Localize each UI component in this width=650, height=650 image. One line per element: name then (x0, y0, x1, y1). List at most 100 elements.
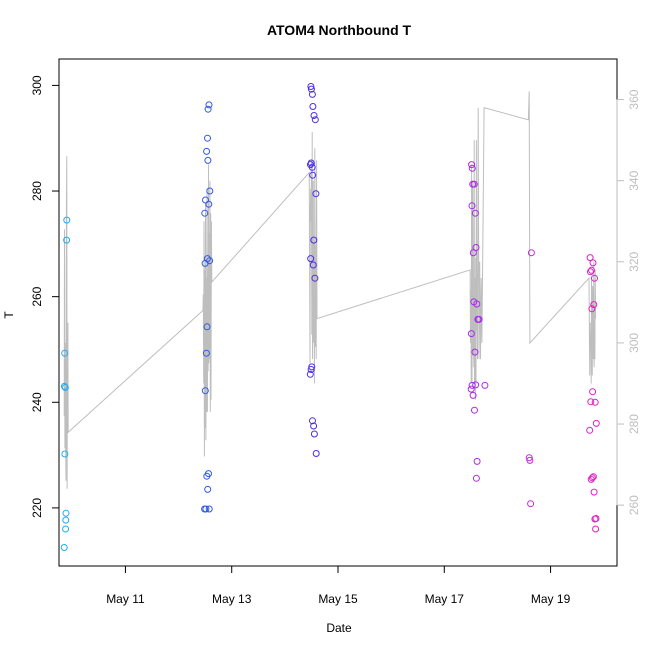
data-point (312, 450, 320, 457)
data-point (472, 474, 480, 482)
data-point (60, 382, 68, 390)
data-point (592, 525, 600, 533)
data-point (62, 525, 70, 533)
data-point (309, 261, 317, 269)
data-point (471, 406, 478, 414)
y-right-tick-label: 300 (627, 333, 641, 353)
x-tick-label: May 15 (318, 592, 358, 606)
data-point (62, 516, 70, 524)
data-point (308, 163, 316, 171)
data-point (481, 381, 489, 389)
data-point (589, 259, 597, 267)
data-point (205, 101, 213, 109)
data-point (307, 255, 315, 263)
data-point (306, 370, 314, 378)
data-point (468, 381, 476, 389)
data-point (203, 323, 211, 331)
data-point (307, 85, 315, 93)
x-tick-label: May 19 (531, 592, 571, 606)
data-point (63, 216, 71, 224)
axes-layer: May 11 May 13 May 15 May 17 May 19 220 240 260 2… (30, 75, 641, 606)
data-point (470, 180, 478, 188)
data-point (202, 196, 209, 204)
data-point (310, 236, 318, 244)
data-point (591, 398, 599, 406)
data-point (309, 417, 316, 425)
data-point (202, 349, 210, 357)
data-point (467, 385, 475, 393)
y-right-tick-label: 320 (627, 251, 641, 271)
data-point (467, 330, 475, 338)
data-point (204, 156, 212, 164)
y-left-tick-label: 260 (30, 286, 44, 306)
data-point (588, 474, 596, 482)
data-point (204, 485, 212, 493)
data-point (311, 274, 319, 282)
data-point (61, 450, 69, 458)
x-axis-label: Date (326, 621, 352, 635)
data-point (525, 454, 533, 462)
data-point (586, 254, 594, 262)
data-point (205, 470, 212, 478)
data-point (203, 255, 211, 263)
data-point (473, 457, 481, 465)
data-point (589, 473, 597, 481)
data-point (61, 384, 69, 391)
data-point (308, 90, 316, 98)
data-point (468, 164, 476, 172)
data-point (204, 134, 211, 142)
data-point (472, 381, 480, 389)
x-tick-label: May 11 (106, 592, 145, 606)
data-point (60, 544, 68, 551)
data-point (472, 244, 480, 251)
data-point (203, 147, 211, 155)
data-point (473, 300, 481, 308)
data-point (310, 422, 318, 430)
line-series-layer (63, 91, 597, 489)
data-point (592, 419, 600, 427)
y-right-tick-label: 280 (627, 414, 641, 434)
line-series (63, 91, 597, 489)
data-point (310, 430, 318, 438)
y-right-tick-label: 360 (627, 89, 641, 109)
data-point (588, 305, 596, 313)
data-point (526, 456, 534, 464)
data-point (591, 274, 598, 282)
data-point (590, 301, 598, 309)
data-point (468, 202, 476, 210)
data-point (469, 391, 477, 399)
data-point (471, 348, 479, 356)
y-axis-label: T (2, 311, 16, 319)
data-point (589, 388, 597, 396)
data-point (309, 171, 317, 179)
data-point (309, 103, 317, 110)
y-left-tick-label: 240 (30, 392, 44, 412)
y-left-tick-label: 220 (30, 498, 44, 518)
data-point (590, 488, 598, 496)
data-point (204, 105, 212, 113)
data-point (205, 505, 213, 513)
data-point (586, 268, 594, 276)
data-point (202, 505, 210, 513)
data-point (61, 349, 69, 357)
data-point (312, 190, 320, 198)
chart-title: ATOM4 Northbound T (267, 22, 412, 38)
data-point (592, 515, 600, 522)
data-point (587, 398, 595, 406)
y-right-tick-label: 260 (627, 495, 641, 515)
data-point (307, 83, 315, 90)
data-point (469, 249, 477, 257)
x-tick-label: May 17 (425, 592, 465, 606)
data-point (471, 209, 479, 217)
scatter-series-layer (60, 83, 600, 551)
data-point (201, 387, 209, 395)
data-point (311, 116, 319, 124)
y-left-tick-label: 300 (30, 75, 44, 95)
data-point (62, 509, 70, 517)
data-point (468, 161, 476, 169)
data-point (205, 200, 213, 208)
plot-frame (58, 58, 618, 567)
y-right-tick-label: 340 (627, 170, 641, 190)
